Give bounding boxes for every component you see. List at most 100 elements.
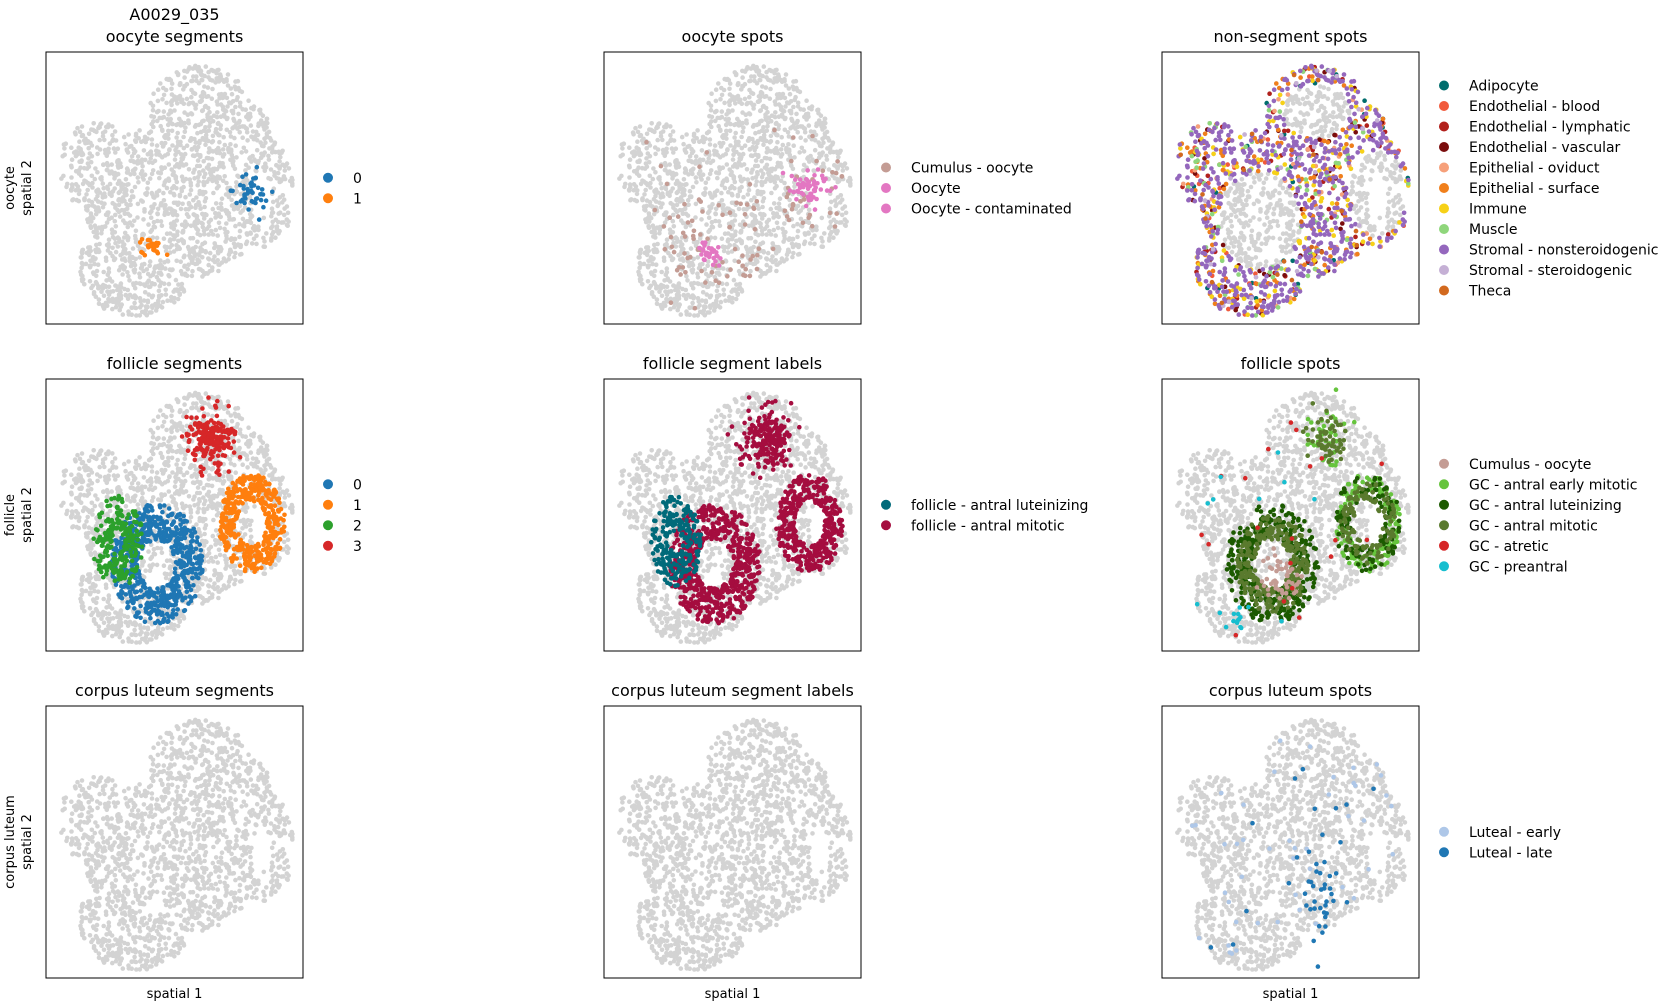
background-spot — [701, 172, 706, 177]
background-spot — [741, 84, 746, 89]
background-spot — [225, 104, 230, 109]
background-spot — [165, 298, 170, 303]
background-spot — [216, 269, 221, 274]
category-spot — [662, 224, 667, 229]
background-spot — [754, 258, 759, 263]
background-spot — [1341, 96, 1346, 101]
category-spot — [644, 140, 649, 145]
category-spot — [791, 135, 796, 140]
background-spot — [195, 67, 200, 72]
background-spot — [149, 310, 154, 315]
background-spot — [132, 270, 137, 275]
background-spot — [763, 156, 768, 161]
background-spot — [779, 147, 784, 152]
background-spot — [835, 177, 840, 182]
background-spot — [1280, 249, 1285, 254]
background-spot — [227, 195, 232, 200]
category-spot — [771, 247, 776, 252]
background-spot — [628, 157, 633, 162]
background-spot — [231, 159, 236, 164]
background-spot — [151, 91, 156, 96]
background-spot — [729, 289, 734, 294]
background-spot — [841, 168, 846, 173]
background-spot — [758, 221, 763, 226]
background-spot — [746, 192, 751, 197]
background-spot — [660, 294, 665, 299]
background-spot — [657, 177, 662, 182]
background-spot — [733, 101, 738, 106]
background-spot — [133, 236, 138, 241]
category-spot — [697, 164, 702, 169]
background-spot — [285, 161, 290, 166]
background-spot — [773, 167, 778, 172]
background-spot — [262, 239, 267, 244]
background-spot — [664, 150, 669, 155]
background-spot — [659, 181, 664, 186]
background-spot — [95, 281, 100, 286]
background-spot — [725, 178, 730, 183]
background-spot — [230, 92, 235, 97]
background-spot — [650, 290, 655, 295]
background-spot — [162, 93, 167, 98]
background-spot — [90, 154, 95, 159]
background-spot — [238, 101, 243, 106]
background-spot — [125, 147, 130, 152]
background-spot — [215, 233, 220, 238]
background-spot — [170, 210, 175, 215]
category-spot — [787, 218, 792, 223]
background-spot — [226, 83, 231, 88]
background-spot — [156, 87, 161, 92]
background-spot — [114, 224, 119, 229]
background-spot — [123, 231, 128, 236]
background-spot — [181, 230, 186, 235]
background-spot — [685, 278, 690, 283]
background-spot — [149, 215, 154, 220]
background-spot — [264, 120, 269, 125]
background-spot — [807, 123, 812, 128]
background-spot — [741, 195, 746, 200]
category-spot — [727, 225, 732, 230]
background-spot — [714, 99, 719, 104]
category-spot — [796, 182, 801, 187]
background-spot — [196, 145, 201, 150]
background-spot — [821, 244, 826, 249]
background-spot — [183, 271, 188, 276]
background-spot — [183, 152, 188, 157]
background-spot — [696, 255, 701, 260]
background-spot — [282, 213, 287, 218]
category-spot — [725, 274, 730, 279]
background-spot — [154, 148, 159, 153]
category-spot — [791, 190, 796, 195]
background-spot — [1252, 202, 1257, 207]
background-spot — [718, 223, 723, 228]
category-spot — [247, 189, 252, 194]
category-spot — [702, 243, 707, 248]
background-spot — [120, 263, 125, 268]
category-spot — [798, 199, 803, 204]
background-spot — [161, 191, 166, 196]
background-spot — [672, 224, 677, 229]
background-spot — [784, 72, 789, 77]
background-spot — [166, 259, 171, 264]
background-spot — [167, 282, 172, 287]
background-spot — [782, 77, 787, 82]
background-spot — [181, 239, 186, 244]
background-spot — [211, 191, 216, 196]
background-spot — [749, 153, 754, 158]
background-spot — [672, 138, 677, 143]
category-spot — [743, 274, 748, 279]
background-spot — [732, 150, 737, 155]
background-spot — [201, 90, 206, 95]
background-spot — [716, 304, 721, 309]
background-spot — [191, 212, 196, 217]
background-spot — [1316, 119, 1321, 124]
background-spot — [70, 157, 75, 162]
background-spot — [694, 175, 699, 180]
background-spot — [161, 300, 166, 305]
background-spot — [167, 274, 172, 279]
category-spot — [716, 245, 721, 250]
background-spot — [77, 139, 82, 144]
background-spot — [620, 146, 625, 151]
background-spot — [765, 220, 770, 225]
background-spot — [205, 226, 210, 231]
